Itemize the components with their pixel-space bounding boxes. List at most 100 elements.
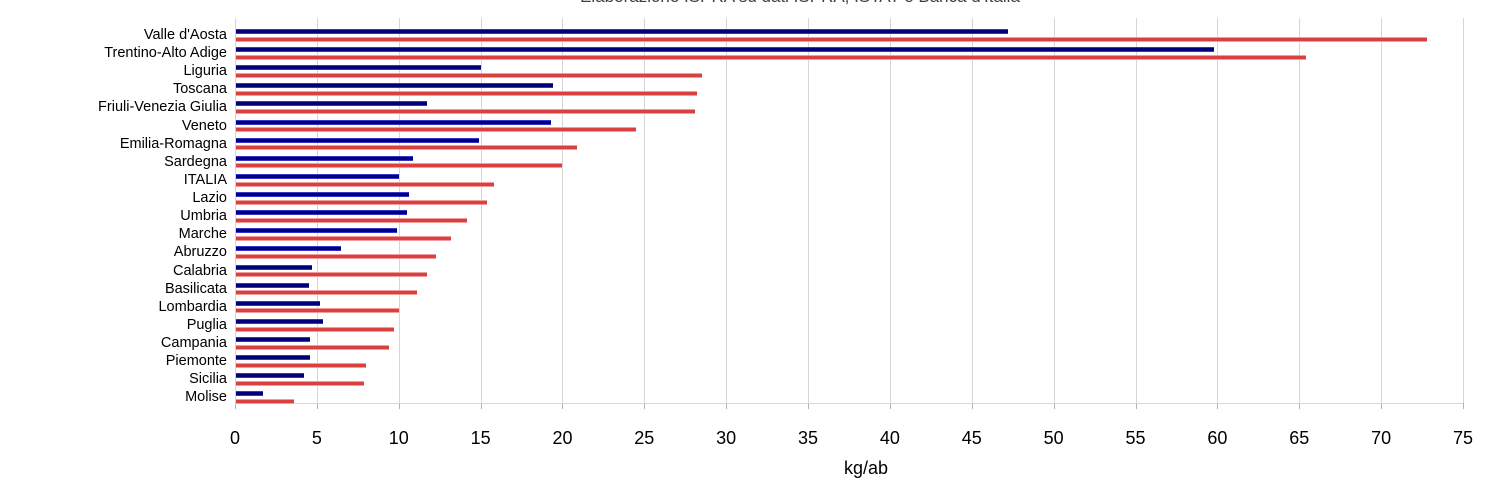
bar-series_blue [236, 391, 263, 397]
category-label: Marche [178, 226, 227, 243]
bar-series_red [236, 181, 494, 187]
x-tick-label: 5 [311, 428, 322, 448]
bar-series_red [236, 127, 637, 133]
bar-series_red [236, 362, 366, 368]
category-label: Sicilia [189, 371, 227, 388]
axis-tick [235, 403, 236, 409]
bar-series_red [236, 326, 394, 332]
chart-title: Elaborazione ISPRA su dati ISPRA, ISTAT … [580, 0, 1020, 7]
axis-tick [480, 403, 482, 409]
axis-tick [1053, 403, 1055, 409]
axis-tick [316, 403, 318, 409]
axis-tick [808, 403, 810, 409]
axis-tick [644, 403, 646, 409]
grid-line [1462, 18, 1464, 403]
bar-series_red [236, 54, 1306, 60]
x-tick-label: 15 [470, 428, 491, 448]
category-label: Abruzzo [173, 244, 227, 261]
x-tick-label: 35 [798, 428, 819, 448]
category-label: Toscana [172, 81, 227, 98]
grid-line [726, 18, 728, 403]
bar-series_blue [236, 337, 311, 343]
grid-line [480, 18, 482, 403]
bar-series_red [236, 254, 437, 260]
bar-series_blue [236, 318, 324, 324]
axis-tick [1217, 403, 1219, 409]
category-label: Valle d'Aosta [143, 27, 227, 43]
bar-series_blue [236, 65, 481, 71]
axis-tick [1462, 403, 1464, 409]
bar-series_red [236, 199, 488, 205]
axis-tick [398, 403, 400, 409]
bar-series_blue [236, 228, 398, 234]
x-tick-label: 45 [961, 428, 982, 448]
bar-series_red [236, 36, 1427, 42]
category-label: Liguria [183, 63, 227, 80]
bar-series_blue [236, 47, 1215, 53]
x-tick-label: 60 [1207, 428, 1228, 448]
category-label: Molise [185, 389, 227, 406]
category-label: Piemonte [165, 353, 227, 370]
bar-series_blue [236, 246, 342, 252]
x-tick-label: 0 [229, 428, 241, 448]
grid-line [1299, 18, 1301, 403]
bar-series_blue [236, 373, 304, 379]
bar-series_red [236, 344, 389, 350]
grid-line [971, 18, 973, 403]
bar-series_blue [236, 137, 479, 143]
bar-series_red [236, 272, 427, 278]
category-label: Lazio [192, 190, 227, 207]
grid-line [562, 18, 564, 403]
axis-tick [971, 403, 973, 409]
axis-tick [562, 403, 564, 409]
grid-line [1135, 18, 1137, 403]
axis-tick [889, 403, 891, 409]
bar-series_red [236, 308, 399, 314]
grid-line [1381, 18, 1383, 403]
grid-line [1217, 18, 1219, 403]
bar-series_red [236, 145, 578, 151]
bar-series_blue [236, 210, 407, 216]
bar-series_red [236, 109, 696, 115]
grid-line [235, 18, 236, 403]
bar-series_blue [236, 155, 414, 161]
category-label: Umbria [180, 208, 227, 225]
axis-tick [1135, 403, 1137, 409]
x-axis-title: kg/ab [843, 458, 889, 478]
bar-series_red [236, 399, 294, 404]
bar-series_red [236, 290, 417, 296]
bar-series_blue [236, 282, 309, 288]
category-label: Campania [160, 335, 227, 352]
x-tick-label: 65 [1289, 428, 1310, 448]
x-tick-label: 20 [552, 428, 573, 448]
grid-line [808, 18, 810, 403]
bar-series_blue [236, 173, 399, 179]
category-label: Lombardia [158, 298, 227, 315]
bar-series_blue [236, 29, 1008, 34]
bar-series_blue [236, 83, 553, 89]
grid-line [644, 18, 646, 403]
bar-series_red [236, 217, 468, 223]
axis-tick [1381, 403, 1383, 409]
category-label: Friuli-Venezia Giulia [98, 99, 227, 116]
grid-line [1053, 18, 1055, 403]
bar-series_red [236, 72, 702, 78]
bar-series_blue [236, 300, 321, 306]
x-tick-label: 75 [1452, 428, 1473, 448]
category-label: Emilia-Romagna [119, 135, 227, 152]
bar-series_blue [236, 355, 311, 361]
category-label: Basilicata [164, 280, 227, 297]
bar-series_red [236, 163, 563, 169]
bar-series_red [236, 380, 365, 386]
axis-tick [1299, 403, 1301, 409]
x-tick-label: 30 [716, 428, 737, 448]
bar-series_blue [236, 192, 409, 198]
category-label: Calabria [173, 262, 227, 279]
x-tick-label: 55 [1125, 428, 1146, 448]
x-tick-label: 70 [1371, 428, 1392, 448]
grid-line [889, 18, 891, 403]
category-label: Trentino-Alto Adige [104, 45, 227, 62]
category-label: Puglia [186, 316, 227, 333]
